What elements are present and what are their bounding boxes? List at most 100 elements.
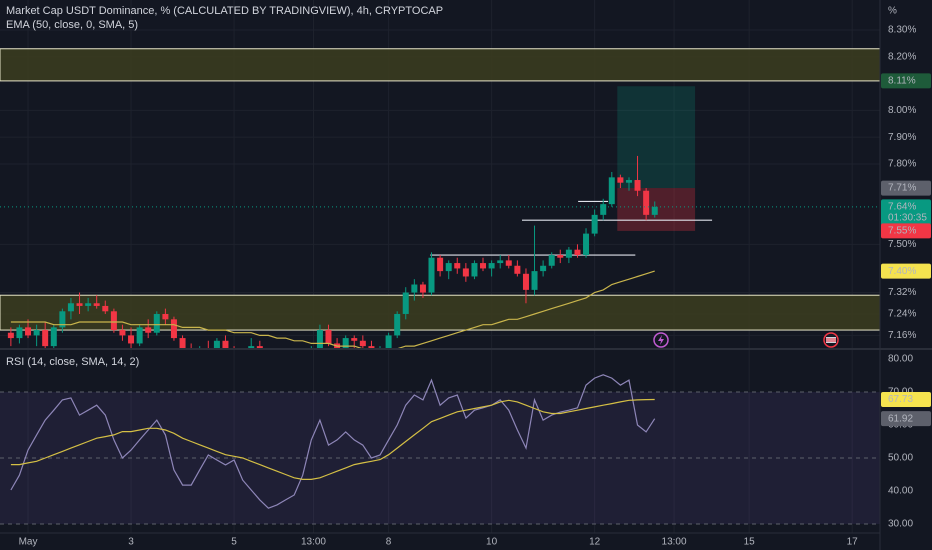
candle-body (454, 263, 461, 269)
indicator-legend: EMA (50, close, 0, SMA, 5) (6, 19, 138, 31)
rsi-pane (0, 350, 880, 533)
price-label: 7.55% (888, 226, 916, 237)
y-tick-label: 7.80% (888, 159, 916, 170)
candle-body (531, 271, 538, 290)
x-tick-label: 12 (589, 537, 601, 548)
candle-body (574, 249, 581, 256)
candle-body (93, 303, 100, 306)
candle-body (505, 260, 512, 266)
candle-body (411, 284, 418, 293)
zone (0, 48, 880, 82)
candle-body (488, 263, 495, 269)
candle-body (540, 265, 547, 272)
candle-body (316, 330, 323, 348)
flag-icon[interactable] (823, 332, 839, 348)
price-label: 67.73 (888, 394, 913, 405)
candle-body (548, 255, 555, 266)
candle-body (625, 180, 632, 183)
series-line (10, 270, 655, 348)
price-label: 7.64% (888, 201, 916, 212)
price-label-box (881, 223, 931, 239)
candle-body (325, 330, 332, 344)
x-tick-label: 13:00 (301, 537, 326, 548)
y-tick-label: 50.00 (888, 453, 913, 464)
y-tick-label: 7.32% (888, 287, 916, 298)
x-tick-label: 13:00 (662, 537, 687, 548)
candle-body (480, 263, 487, 269)
x-tick-label: 8 (386, 537, 392, 548)
price-label: 7.40% (888, 266, 916, 277)
candle-body (445, 263, 452, 272)
candle-body (462, 268, 469, 277)
price-pane (0, 0, 880, 348)
candle-body (110, 311, 117, 331)
candle-body (651, 206, 658, 215)
candle-body (591, 214, 598, 234)
candle-body (522, 273, 529, 290)
candle-body (608, 177, 615, 205)
y-tick-label: 7.16% (888, 330, 916, 341)
y-tick-label: 8.00% (888, 105, 916, 116)
y-tick-label: 30.00 (888, 519, 913, 530)
candle-body (102, 305, 109, 312)
candle-body (351, 338, 358, 341)
candle-body (7, 332, 14, 339)
candle-body (136, 327, 143, 344)
x-tick-label: 5 (231, 537, 237, 548)
candle-body (59, 311, 66, 328)
x-tick-label: May (19, 537, 38, 548)
y-tick-label: 8.30% (888, 25, 916, 36)
candle-body (600, 204, 607, 215)
price-label: 8.11% (888, 76, 916, 87)
candle-body (67, 303, 74, 312)
candle-body (557, 255, 564, 258)
price-label-box (881, 411, 931, 427)
position-target (617, 86, 696, 189)
candle-body (428, 257, 435, 293)
candle-body (170, 319, 177, 339)
candle-body (128, 335, 135, 344)
candle-body (437, 257, 444, 272)
x-tick-label: 3 (128, 537, 134, 548)
candle-body (342, 338, 349, 348)
rsi-legend: RSI (14, close, SMA, 14, 2) (6, 356, 139, 368)
candle-body (213, 340, 220, 348)
candle-body (583, 233, 590, 256)
candle-body (256, 346, 263, 348)
candle-body (16, 327, 23, 339)
y-tick-label: 40.00 (888, 486, 913, 497)
y-tick-label: 7.24% (888, 309, 916, 320)
candle-body (76, 303, 83, 306)
y-tick-label: 80.00 (888, 354, 913, 365)
candle-body (85, 303, 92, 306)
candle-body (153, 313, 160, 333)
x-tick-label: 15 (744, 537, 756, 548)
price-label-box (881, 180, 931, 196)
candle-body (179, 338, 186, 348)
price-label-box (881, 391, 931, 407)
price-label-box (881, 199, 931, 226)
candle-body (222, 340, 229, 348)
y-tick-label: 7.50% (888, 239, 916, 250)
candle-body (119, 330, 126, 336)
event-icon[interactable] (653, 332, 669, 348)
candle-body (497, 260, 504, 264)
candle-body (634, 180, 641, 191)
candle-body (471, 263, 478, 277)
candle-body (145, 327, 152, 333)
candle-body (50, 327, 57, 347)
price-label: 7.71% (888, 183, 916, 194)
candle-body (565, 249, 572, 258)
countdown-label: 01:30:35 (888, 212, 927, 223)
x-tick-label: 17 (847, 537, 859, 548)
candle-body (643, 190, 650, 215)
candle-body (248, 346, 255, 348)
y-tick-label: 8.20% (888, 51, 916, 62)
x-tick-label: 10 (486, 537, 498, 548)
candle-body (25, 327, 32, 336)
y-tick-label: 7.90% (888, 132, 916, 143)
price-label: 61.92 (888, 413, 913, 424)
candle-body (394, 313, 401, 336)
